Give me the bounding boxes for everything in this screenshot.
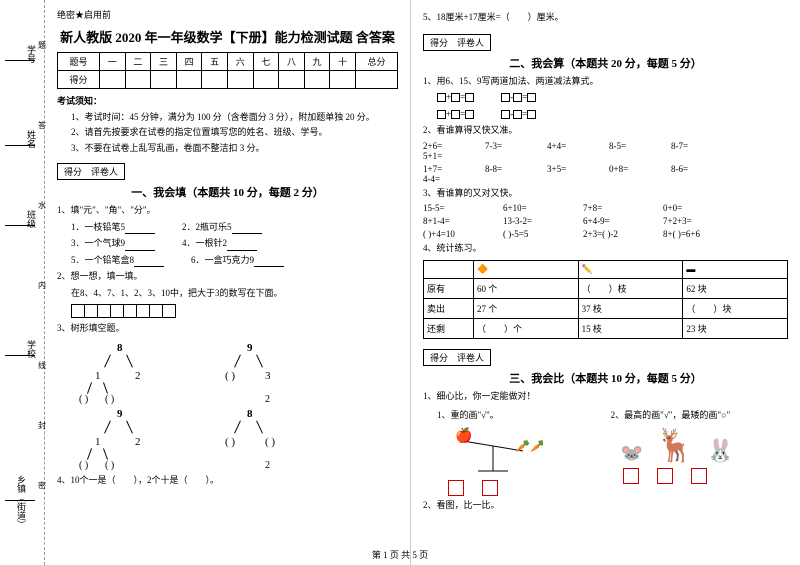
section-1-title: 一、我会填（本题共 10 分，每题 2 分） xyxy=(57,184,398,200)
rabbit-icon: 🐰 xyxy=(707,438,734,464)
calc-row: ( )+4=10( )-5=52+3=( )-28+( )=6+6 xyxy=(423,229,788,239)
formula-row: += -= xyxy=(437,91,788,105)
tree-2: 9( )32 xyxy=(207,342,297,402)
s2q3: 3、看谁算的又对又快。 xyxy=(423,187,788,201)
animals-row: 🐭 🦌 🐰 xyxy=(621,426,788,464)
notice-item: 3、不要在试卷上乱写乱画，卷面不整洁扣 3 分。 xyxy=(71,142,398,156)
s2q4: 4、统计练习。 xyxy=(423,242,788,256)
margin-line xyxy=(5,60,35,61)
tree-4: 8( )( )2 xyxy=(207,408,297,468)
calc-row: 1+7=8-8=3+5=0+8=8-6=4-4= xyxy=(423,164,788,184)
tree-diagrams: 812( )( ) 9( )32 xyxy=(77,342,398,402)
q5: 5、18厘米+17厘米=（ ）厘米。 xyxy=(423,11,788,25)
margin-line xyxy=(5,145,35,146)
q2: 2、想一想，填一填。 xyxy=(57,270,398,284)
balance-scale-icon: 🍎 🥕🥕 xyxy=(443,426,543,476)
seal-char: 题 xyxy=(38,40,46,51)
section-3-title: 三、我会比（本题共 10 分，每题 5 分） xyxy=(423,370,788,386)
calc-row: 15-5=6+10=7+8=0+0= xyxy=(423,203,788,213)
exam-title: 新人教版 2020 年一年级数学【下册】能力检测试题 含答案 xyxy=(57,27,398,46)
tree-1: 812( )( ) xyxy=(77,342,167,402)
s3q1a: 1、重的画"√"。 xyxy=(437,409,581,423)
score-box: 得分 评卷人 xyxy=(423,349,491,366)
tree-diagrams-2: 912( )( ) 8( )( )2 xyxy=(77,408,398,468)
score-table: 题号一二三四五六七八九十总分 得分 xyxy=(57,52,398,89)
margin-line xyxy=(5,500,35,501)
right-column: 5、18厘米+17厘米=（ ）厘米。 得分 评卷人 二、我会算（本题共 20 分… xyxy=(410,0,800,565)
notice-item: 1、考试时间：45 分钟，满分为 100 分（含卷面分 3 分），附加题单独 2… xyxy=(71,111,398,125)
q1: 1、填"元"、"角"、"分"。 xyxy=(57,204,398,218)
q1-row: 5．一个铅笔盒8 6．一盒巧克力9 xyxy=(71,254,398,268)
check-box[interactable] xyxy=(448,480,464,496)
check-box[interactable] xyxy=(657,468,673,484)
s3q1: 1、细心比，你一定能做对！ xyxy=(423,390,788,404)
s3q2: 2、看图，比一比。 xyxy=(423,499,788,513)
margin-line xyxy=(5,225,35,226)
check-box[interactable] xyxy=(623,468,639,484)
eraser-icon: ▬ xyxy=(683,260,788,278)
seal-char: 密 xyxy=(38,480,46,491)
check-box[interactable] xyxy=(482,480,498,496)
score-box: 得分 评卷人 xyxy=(423,34,491,51)
calc-row: 8+1-4=13-3-2=6+4-9=7+2+3= xyxy=(423,216,788,226)
answer-boxes xyxy=(71,304,398,318)
mouse-icon: 🐭 xyxy=(621,443,643,464)
secrecy-header: 绝密★启用前 xyxy=(57,8,398,21)
margin-label: 乡镇（街道） xyxy=(15,475,28,529)
notice-item: 2、请首先按要求在试卷的指定位置填写您的姓名、班级、学号。 xyxy=(71,126,398,140)
seal-char: 内 xyxy=(38,280,46,291)
seal-char: 封 xyxy=(38,420,46,431)
seal-char: 线 xyxy=(38,360,46,371)
margin-line xyxy=(5,355,35,356)
q4: 4、10个一是（ ），2个十是（ ）。 xyxy=(57,474,398,488)
tree-3: 912( )( ) xyxy=(77,408,167,468)
formula-row: += -= xyxy=(437,108,788,122)
svg-text:🥕🥕: 🥕🥕 xyxy=(515,439,543,453)
seal-char: 答 xyxy=(38,120,46,131)
s3q1b: 2、最高的画"√"，最矮的画"○" xyxy=(611,409,788,423)
q1-row: 3．一个气球9 4．一根针2 xyxy=(71,237,398,251)
left-column: 绝密★启用前 新人教版 2020 年一年级数学【下册】能力检测试题 含答案 题号… xyxy=(45,0,410,565)
notice-title: 考试须知： xyxy=(57,95,398,109)
binding-margin: 学号 姓名 班级 学校 乡镇（街道） 题 答 水 内 线 封 密 xyxy=(0,0,45,565)
score-box: 得分 评卷人 xyxy=(57,163,125,180)
q2a: 在8、4、7、1、2、3、10中，把大于3的数写在下面。 xyxy=(71,287,398,301)
check-box[interactable] xyxy=(691,468,707,484)
seal-char: 水 xyxy=(38,200,46,211)
th: 得分 xyxy=(58,71,100,89)
section-2-title: 二、我会算（本题共 20 分，每题 5 分） xyxy=(423,55,788,71)
svg-text:🍎: 🍎 xyxy=(455,426,472,444)
calc-row: 2+6=7-3=4+4=8-5=8-7=5+1= xyxy=(423,141,788,161)
pencil-icon: ✏️ xyxy=(578,260,683,278)
page-footer: 第 1 页 共 5 页 xyxy=(0,548,800,561)
sharpener-icon: 🔶 xyxy=(474,260,579,278)
deer-icon: 🦌 xyxy=(655,426,695,464)
q1-row: 1．一枝铅笔5 2．2瓶可乐5 xyxy=(71,221,398,235)
s2q2: 2、看谁算得又快又准。 xyxy=(423,124,788,138)
q3: 3、树形填空题。 xyxy=(57,322,398,336)
stats-table: 🔶✏️▬ 原有60 个（ ）枝62 块 卖出27 个37 枝（ ）块 还剩（ ）… xyxy=(423,260,788,339)
s2q1: 1、用6、15、9写两道加法、两道减法算式。 xyxy=(423,75,788,89)
th: 题号 xyxy=(58,53,100,71)
